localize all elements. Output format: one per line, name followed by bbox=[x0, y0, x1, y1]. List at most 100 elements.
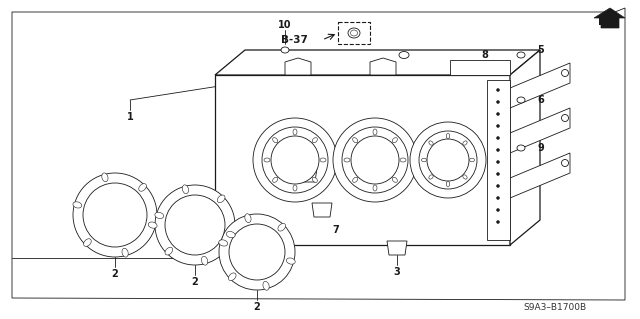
Ellipse shape bbox=[348, 28, 360, 38]
Ellipse shape bbox=[497, 160, 499, 164]
Ellipse shape bbox=[286, 258, 295, 264]
Polygon shape bbox=[370, 58, 396, 75]
Bar bbox=[338, 22, 370, 44]
Polygon shape bbox=[510, 63, 570, 108]
Text: FR.: FR. bbox=[598, 17, 618, 27]
Ellipse shape bbox=[517, 97, 525, 103]
Ellipse shape bbox=[165, 195, 225, 255]
Polygon shape bbox=[215, 50, 540, 75]
Ellipse shape bbox=[139, 184, 147, 191]
Text: 3: 3 bbox=[394, 267, 401, 277]
Ellipse shape bbox=[155, 212, 164, 219]
Ellipse shape bbox=[202, 256, 208, 265]
Ellipse shape bbox=[293, 129, 297, 135]
Ellipse shape bbox=[273, 138, 278, 143]
Ellipse shape bbox=[293, 185, 297, 191]
Polygon shape bbox=[12, 8, 625, 300]
Text: B-37: B-37 bbox=[281, 35, 308, 45]
Ellipse shape bbox=[155, 185, 235, 265]
Polygon shape bbox=[510, 153, 570, 198]
Ellipse shape bbox=[351, 136, 399, 184]
Ellipse shape bbox=[353, 177, 358, 182]
Ellipse shape bbox=[353, 138, 358, 143]
Ellipse shape bbox=[312, 138, 317, 143]
Ellipse shape bbox=[253, 118, 337, 202]
Polygon shape bbox=[487, 80, 510, 240]
Ellipse shape bbox=[333, 118, 417, 202]
Text: 2: 2 bbox=[191, 277, 198, 287]
Polygon shape bbox=[387, 241, 407, 255]
Ellipse shape bbox=[219, 240, 228, 246]
Text: 8: 8 bbox=[481, 50, 488, 60]
Text: 2: 2 bbox=[111, 269, 118, 279]
Text: 6: 6 bbox=[538, 95, 545, 105]
Ellipse shape bbox=[497, 220, 499, 224]
Ellipse shape bbox=[122, 248, 128, 257]
Polygon shape bbox=[594, 8, 625, 28]
Ellipse shape bbox=[229, 224, 285, 280]
Ellipse shape bbox=[312, 177, 317, 182]
Ellipse shape bbox=[400, 158, 406, 162]
Ellipse shape bbox=[344, 158, 350, 162]
Text: 1: 1 bbox=[127, 112, 133, 122]
Polygon shape bbox=[215, 75, 510, 245]
Text: 4: 4 bbox=[303, 155, 310, 165]
Ellipse shape bbox=[263, 281, 269, 290]
Ellipse shape bbox=[497, 113, 499, 115]
Text: S9A3–B1700B: S9A3–B1700B bbox=[524, 303, 587, 313]
Ellipse shape bbox=[182, 185, 189, 194]
Ellipse shape bbox=[422, 158, 426, 162]
Ellipse shape bbox=[463, 175, 467, 179]
Ellipse shape bbox=[102, 173, 108, 182]
Ellipse shape bbox=[561, 160, 568, 167]
Polygon shape bbox=[450, 60, 510, 75]
Ellipse shape bbox=[446, 182, 450, 187]
Ellipse shape bbox=[429, 175, 433, 179]
Ellipse shape bbox=[497, 197, 499, 199]
Ellipse shape bbox=[271, 136, 319, 184]
Ellipse shape bbox=[429, 141, 433, 145]
Ellipse shape bbox=[561, 115, 568, 122]
Text: 7: 7 bbox=[333, 225, 339, 235]
Ellipse shape bbox=[470, 158, 474, 162]
Polygon shape bbox=[297, 168, 317, 182]
Text: 9: 9 bbox=[538, 143, 545, 153]
Ellipse shape bbox=[83, 183, 147, 247]
Ellipse shape bbox=[245, 214, 251, 223]
Ellipse shape bbox=[497, 173, 499, 175]
Text: 2: 2 bbox=[253, 302, 260, 312]
Ellipse shape bbox=[497, 209, 499, 211]
Ellipse shape bbox=[262, 127, 328, 193]
Ellipse shape bbox=[517, 145, 525, 151]
Ellipse shape bbox=[148, 222, 157, 228]
Ellipse shape bbox=[73, 173, 157, 257]
Ellipse shape bbox=[278, 223, 285, 231]
Ellipse shape bbox=[373, 185, 377, 191]
Ellipse shape bbox=[264, 158, 270, 162]
Ellipse shape bbox=[320, 158, 326, 162]
Ellipse shape bbox=[84, 239, 92, 246]
Polygon shape bbox=[285, 58, 311, 75]
Ellipse shape bbox=[497, 137, 499, 139]
Ellipse shape bbox=[497, 124, 499, 128]
Text: 5: 5 bbox=[538, 45, 545, 55]
Ellipse shape bbox=[219, 214, 295, 290]
Ellipse shape bbox=[399, 51, 409, 58]
Ellipse shape bbox=[419, 131, 477, 189]
Text: 10: 10 bbox=[278, 20, 292, 30]
Ellipse shape bbox=[73, 202, 82, 208]
Ellipse shape bbox=[342, 127, 408, 193]
Ellipse shape bbox=[497, 149, 499, 152]
Ellipse shape bbox=[392, 138, 397, 143]
Ellipse shape bbox=[228, 273, 236, 281]
Polygon shape bbox=[510, 50, 540, 245]
Polygon shape bbox=[312, 203, 332, 217]
Ellipse shape bbox=[218, 195, 225, 203]
Polygon shape bbox=[510, 108, 570, 153]
Ellipse shape bbox=[410, 122, 486, 198]
Ellipse shape bbox=[281, 47, 289, 53]
Ellipse shape bbox=[517, 52, 525, 58]
Ellipse shape bbox=[497, 100, 499, 103]
Ellipse shape bbox=[497, 88, 499, 92]
Ellipse shape bbox=[165, 247, 173, 255]
